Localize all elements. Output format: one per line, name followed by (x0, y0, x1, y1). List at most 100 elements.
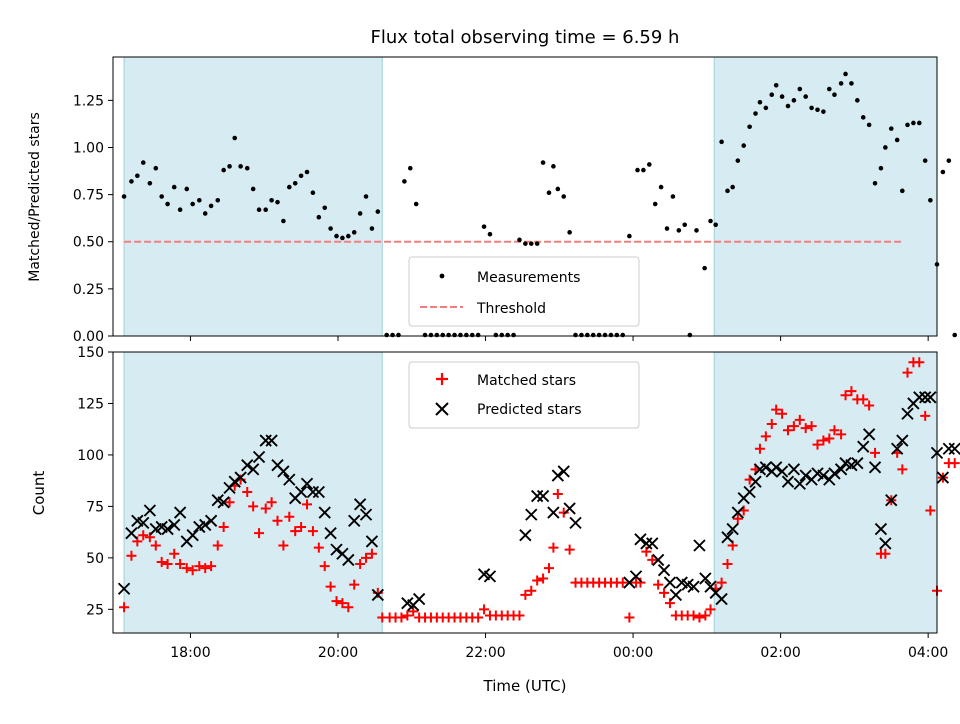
predicted-star-point (519, 529, 532, 542)
matched-star-point (355, 559, 366, 570)
predicted-star-point (896, 434, 909, 447)
predicted-star-point (857, 440, 870, 453)
measurement-point (505, 332, 510, 338)
measurement-point (785, 103, 791, 109)
measurement-point (735, 158, 741, 163)
matched-star-point (278, 540, 289, 551)
predicted-star-point (563, 502, 576, 515)
predicted-star-point (731, 506, 744, 519)
measurement-point (647, 162, 652, 167)
top-legend: Measurements Threshold (408, 256, 640, 327)
matched-star-point (319, 561, 330, 572)
measurement-point (670, 194, 676, 199)
matched-star-point (543, 563, 554, 574)
matched-star-point (402, 610, 413, 621)
measurement-point (434, 332, 440, 338)
matched-star-point (138, 530, 149, 541)
measurement-point (590, 332, 596, 338)
measurement-point (384, 332, 389, 338)
matched-star-point (920, 410, 931, 421)
measurement-point (791, 98, 797, 103)
x-tick-label: 20:00 (318, 645, 358, 661)
predicted-star-point (942, 442, 955, 455)
matched-star-point (126, 550, 137, 561)
measurement-point (952, 332, 958, 338)
measurement-point (627, 233, 632, 239)
predicted-star-point (168, 518, 181, 532)
measurement-point (946, 158, 952, 163)
matched-star-point (337, 598, 348, 609)
matched-star-point (218, 521, 229, 532)
matched-star-point (514, 610, 525, 621)
matched-star-point (212, 540, 223, 551)
measurement-point (428, 332, 434, 338)
measurement-point (322, 205, 328, 211)
measurement-point (517, 237, 522, 243)
matched-star-point (788, 421, 799, 432)
matched-star-point (864, 400, 875, 411)
predicted-star-point (342, 553, 355, 567)
matched-star-point (175, 559, 186, 570)
predicted-star-point (125, 526, 138, 540)
predicted-star-point (913, 391, 926, 404)
matched-star-point (181, 563, 192, 574)
matched-star-point (694, 612, 705, 623)
measurement-point (872, 181, 878, 186)
matched-star-point (331, 596, 342, 607)
matched-star-point (343, 602, 354, 613)
matched-star-point (296, 521, 307, 532)
matched-star-point (754, 443, 765, 454)
measurement-point (763, 105, 769, 111)
bottom-y-axis-ticks: 25 50 75 100 125 150 (77, 345, 113, 618)
matched-star-point (242, 486, 253, 497)
predicted-star-point (775, 465, 789, 478)
predicted-star-point (186, 529, 199, 542)
measurement-point (676, 228, 682, 233)
measurement-point (422, 332, 428, 338)
predicted-star-point (663, 576, 677, 589)
measurement-point (719, 139, 724, 145)
matched-star-point (200, 563, 211, 574)
measurement-point (641, 167, 646, 173)
predicted-star-point (874, 522, 888, 536)
matched-star-point (812, 439, 823, 450)
predicted-star-point (862, 428, 876, 441)
predicted-star-point (901, 407, 914, 420)
measurement-point (694, 228, 699, 233)
matched-star-point (624, 612, 635, 623)
measurement-point (821, 109, 826, 114)
predicted-star-point (536, 489, 550, 503)
measurement-point (440, 332, 446, 338)
measurement-point (232, 135, 238, 141)
top-x-axis-ticks (189, 336, 929, 341)
predicted-star-point (868, 461, 882, 474)
measurement-point (263, 207, 269, 212)
matched-star-point (526, 585, 537, 596)
predicted-star-point (312, 485, 325, 499)
measurement-point (546, 190, 552, 196)
matched-star-point (949, 458, 960, 469)
measurement-point (922, 158, 928, 163)
predicted-star-point (547, 506, 560, 519)
measurement-point (390, 332, 395, 338)
measurement-point (165, 201, 170, 207)
predicted-star-point (265, 434, 278, 447)
matched-star-point (818, 435, 829, 446)
measurement-point (849, 81, 854, 86)
legend-threshold-label: Threshold (476, 301, 546, 317)
predicted-star-point (173, 506, 187, 519)
matched-star-point (836, 429, 847, 440)
predicted-star-point (306, 485, 320, 499)
bottom-plot-frame (112, 351, 938, 634)
matched-star-point (520, 589, 531, 600)
matched-star-point (700, 610, 711, 621)
measurement-point (652, 201, 658, 207)
measurement-point (487, 231, 493, 237)
bottom-x-axis-ticks: 18:00 20:00 22:00 00:00 02:00 04:00 (170, 633, 948, 661)
matched-star-point (722, 559, 733, 570)
predicted-star-point (353, 498, 367, 511)
matched-star-point (479, 604, 490, 615)
matched-star-point (897, 464, 908, 475)
measurement-point (227, 164, 232, 169)
